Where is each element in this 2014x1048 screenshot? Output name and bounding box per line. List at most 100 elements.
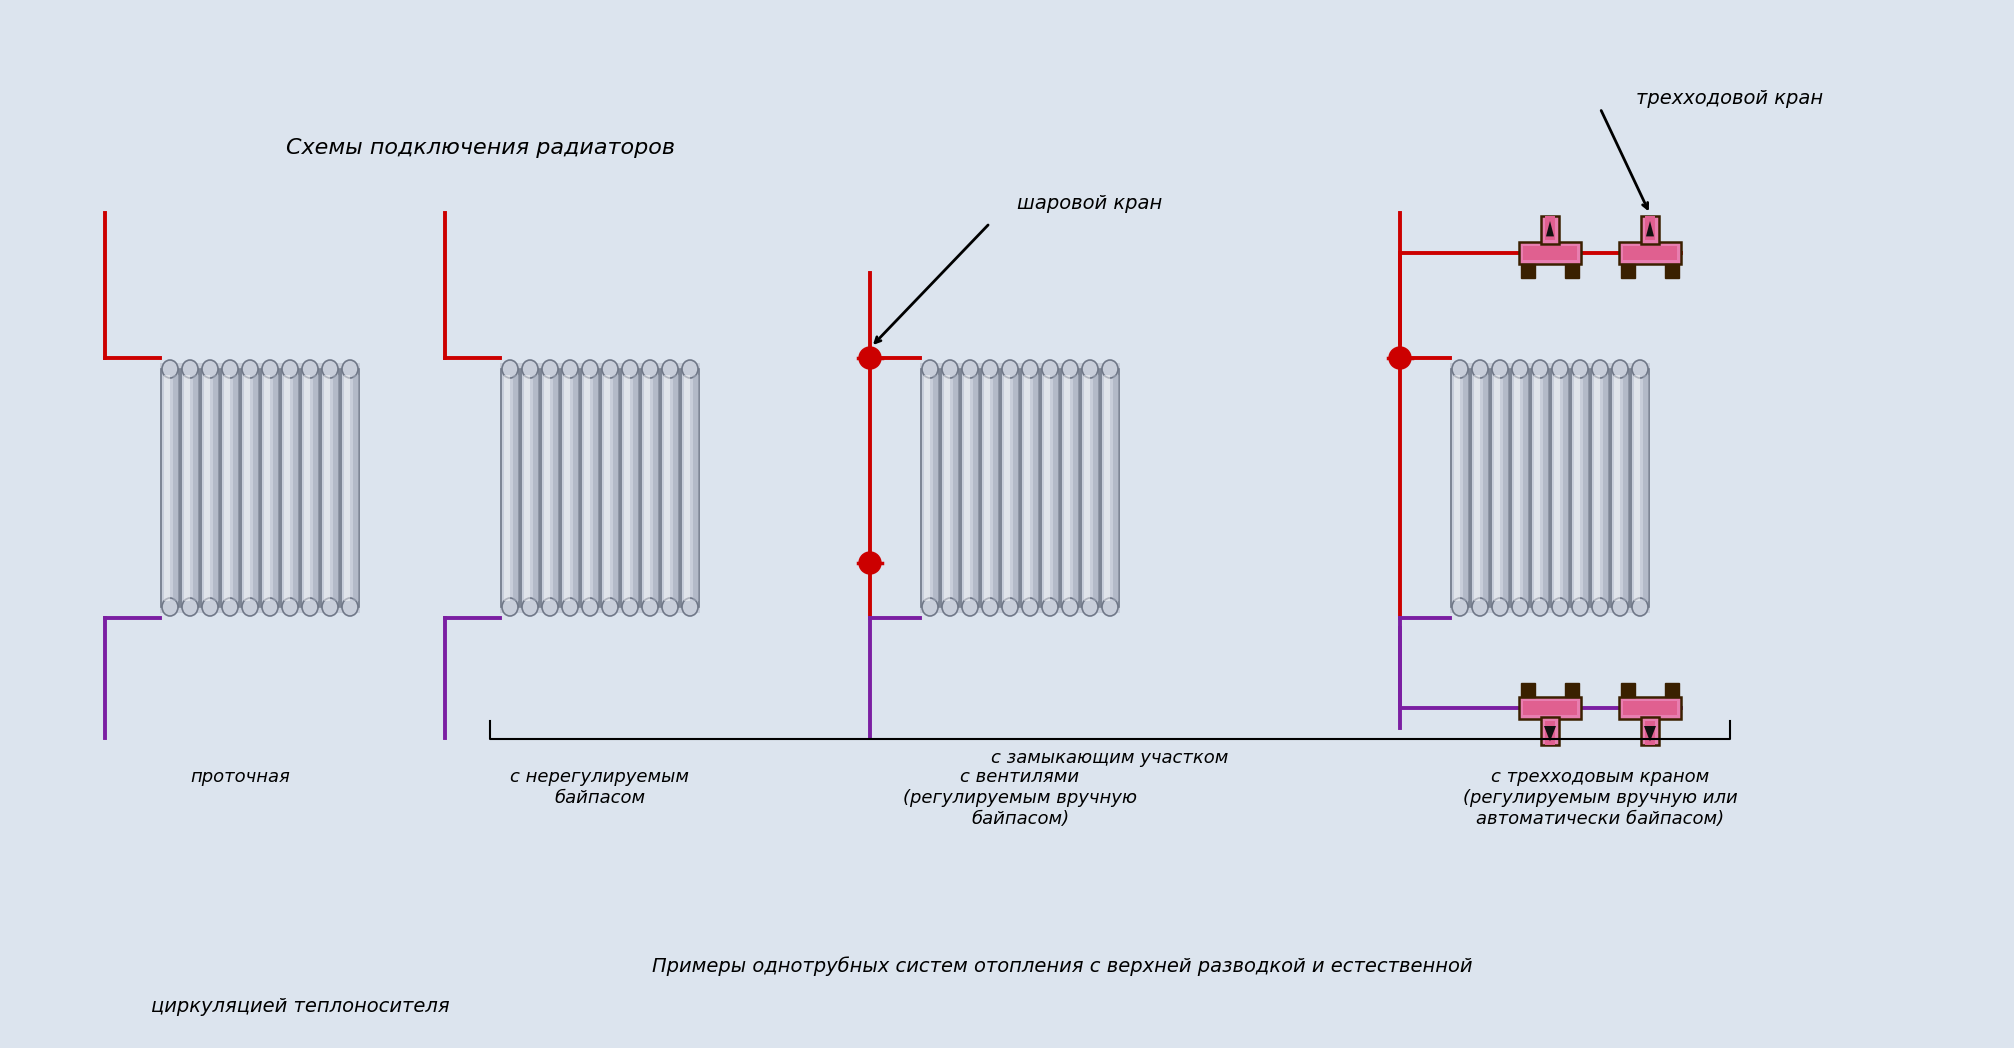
Bar xyxy=(644,375,651,601)
Bar xyxy=(1641,216,1660,244)
Bar xyxy=(973,375,979,601)
Ellipse shape xyxy=(161,361,177,378)
Bar xyxy=(1666,683,1680,697)
Polygon shape xyxy=(1545,726,1557,741)
Ellipse shape xyxy=(1102,361,1118,378)
Ellipse shape xyxy=(282,361,298,378)
Bar xyxy=(965,375,971,601)
Bar xyxy=(1523,246,1577,260)
Ellipse shape xyxy=(1041,361,1057,378)
Bar xyxy=(685,375,691,601)
Ellipse shape xyxy=(562,598,578,616)
Bar xyxy=(1521,683,1535,697)
Bar xyxy=(1545,216,1555,240)
Bar xyxy=(1575,375,1581,601)
Bar xyxy=(564,375,570,601)
Bar xyxy=(1021,369,1039,607)
Ellipse shape xyxy=(1533,598,1549,616)
Bar xyxy=(1621,264,1635,278)
Bar xyxy=(1583,375,1589,601)
Bar xyxy=(961,369,979,607)
Bar xyxy=(1490,369,1508,607)
Bar xyxy=(1474,375,1480,601)
Bar xyxy=(574,375,578,601)
Bar xyxy=(193,375,199,601)
Bar xyxy=(292,375,298,601)
Bar xyxy=(284,375,290,601)
Bar xyxy=(981,369,999,607)
Bar xyxy=(1084,375,1090,601)
Ellipse shape xyxy=(663,598,679,616)
Bar xyxy=(332,375,338,601)
Text: с замыкающим участком: с замыкающим участком xyxy=(991,749,1229,767)
Text: Примеры однотрубных систем отопления с верхней разводкой и естественной: Примеры однотрубных систем отопления с в… xyxy=(626,956,1472,976)
Bar xyxy=(1061,369,1080,607)
Bar xyxy=(1619,697,1682,719)
Bar xyxy=(920,363,1120,613)
Ellipse shape xyxy=(181,598,197,616)
Text: Схемы подключения радиаторов: Схемы подключения радиаторов xyxy=(286,138,675,158)
Ellipse shape xyxy=(1492,361,1508,378)
Ellipse shape xyxy=(1631,598,1647,616)
Ellipse shape xyxy=(622,361,638,378)
Bar xyxy=(1013,375,1019,601)
Circle shape xyxy=(1390,347,1412,369)
Bar xyxy=(1591,369,1609,607)
Ellipse shape xyxy=(1021,598,1037,616)
Ellipse shape xyxy=(342,598,358,616)
Ellipse shape xyxy=(602,361,618,378)
Ellipse shape xyxy=(161,598,177,616)
Ellipse shape xyxy=(1533,361,1549,378)
Bar xyxy=(584,375,590,601)
Bar xyxy=(544,375,550,601)
Bar xyxy=(264,375,270,601)
Ellipse shape xyxy=(1553,361,1569,378)
Ellipse shape xyxy=(983,361,999,378)
Bar xyxy=(183,375,189,601)
Ellipse shape xyxy=(201,361,218,378)
Text: с трехходовым краном
(регулируемым вручную или
автоматически байпасом): с трехходовым краном (регулируемым вручн… xyxy=(1462,768,1738,828)
Bar xyxy=(640,369,659,607)
Bar xyxy=(1645,721,1656,745)
Bar xyxy=(693,375,699,601)
Bar xyxy=(1571,369,1589,607)
Bar xyxy=(1603,375,1609,601)
Bar xyxy=(1510,369,1529,607)
Bar xyxy=(1666,264,1680,278)
Ellipse shape xyxy=(983,598,999,616)
Bar xyxy=(600,369,618,607)
Text: шаровой кран: шаровой кран xyxy=(1017,194,1162,213)
Bar xyxy=(542,369,560,607)
Bar xyxy=(300,369,318,607)
Bar xyxy=(201,369,220,607)
Bar xyxy=(504,375,510,601)
Bar xyxy=(501,369,520,607)
Bar xyxy=(632,375,638,601)
Bar xyxy=(1470,369,1488,607)
Ellipse shape xyxy=(1472,361,1488,378)
Bar xyxy=(1623,701,1678,715)
Ellipse shape xyxy=(522,598,538,616)
Ellipse shape xyxy=(1003,361,1017,378)
Ellipse shape xyxy=(683,598,699,616)
Bar xyxy=(993,375,999,601)
Bar xyxy=(1535,375,1541,601)
Bar xyxy=(1023,375,1029,601)
Ellipse shape xyxy=(1591,598,1607,616)
Ellipse shape xyxy=(1003,598,1017,616)
Bar xyxy=(1563,375,1569,601)
Ellipse shape xyxy=(582,361,598,378)
Bar xyxy=(1623,375,1629,601)
Text: циркуляцией теплоносителя: циркуляцией теплоносителя xyxy=(151,997,449,1016)
Bar xyxy=(224,375,230,601)
Bar xyxy=(1519,697,1581,719)
Bar xyxy=(340,369,358,607)
Bar xyxy=(534,375,538,601)
Bar xyxy=(213,375,220,601)
Bar xyxy=(1515,375,1521,601)
Bar xyxy=(1005,375,1009,601)
Bar xyxy=(932,375,939,601)
Bar xyxy=(673,375,679,601)
Bar xyxy=(945,375,951,601)
Bar xyxy=(665,375,671,601)
